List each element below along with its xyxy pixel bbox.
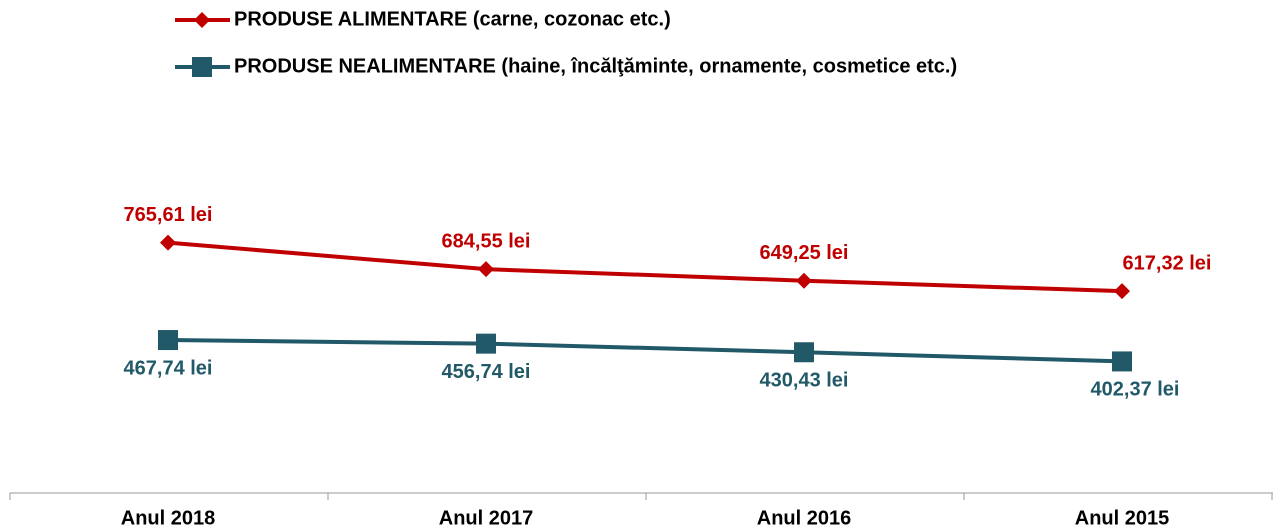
x-tick-label: Anul 2017 bbox=[439, 507, 533, 529]
marker bbox=[796, 272, 812, 289]
marker bbox=[794, 342, 814, 363]
legend-label: PRODUSE NEALIMENTARE (haine, încălţămint… bbox=[234, 55, 957, 77]
value-label: 402,37 lei bbox=[1091, 379, 1180, 401]
marker bbox=[158, 330, 178, 351]
series-line bbox=[167, 240, 1123, 294]
x-tick-label: Anul 2016 bbox=[757, 507, 851, 529]
marker bbox=[192, 57, 212, 77]
marker bbox=[160, 234, 176, 251]
x-tick-label: Anul 2018 bbox=[121, 507, 215, 529]
x-tick-label: Anul 2015 bbox=[1075, 507, 1169, 529]
value-label: 765,61 lei bbox=[124, 204, 213, 226]
value-label: 617,32 lei bbox=[1123, 252, 1212, 274]
value-label: 649,25 lei bbox=[760, 242, 849, 264]
value-label: 684,55 lei bbox=[442, 230, 531, 252]
value-label: 456,74 lei bbox=[442, 361, 531, 383]
series-line bbox=[167, 338, 1123, 364]
marker bbox=[478, 261, 494, 278]
marker bbox=[194, 12, 210, 28]
marker bbox=[1112, 351, 1132, 372]
marker bbox=[476, 333, 496, 354]
marker bbox=[1114, 283, 1130, 300]
value-label: 430,43 lei bbox=[760, 370, 849, 392]
value-label: 467,74 lei bbox=[124, 357, 213, 379]
legend-label: PRODUSE ALIMENTARE (carne, cozonac etc.) bbox=[234, 8, 671, 30]
